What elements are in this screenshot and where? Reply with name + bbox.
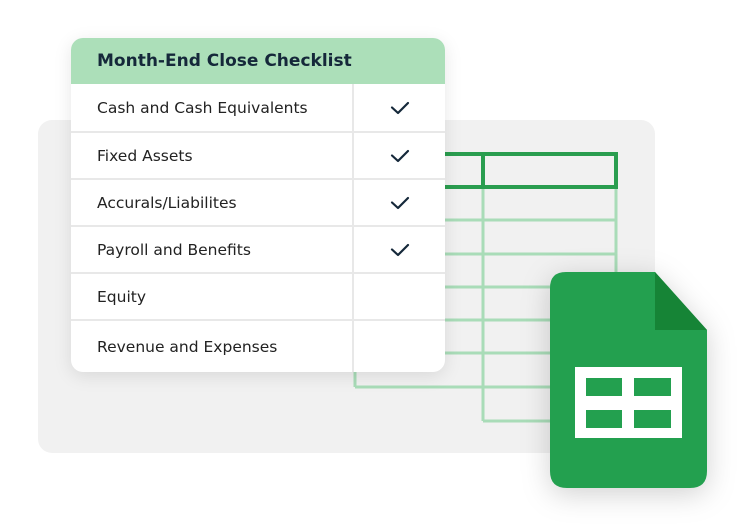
checklist-status-cell — [354, 180, 445, 225]
checklist-status-cell — [354, 133, 445, 178]
checklist-row: Cash and Cash Equivalents — [71, 84, 445, 131]
checklist-row: Fixed Assets — [71, 131, 445, 178]
checklist-title: Month-End Close Checklist — [71, 38, 445, 84]
checklist-card: Month-End Close Checklist Cash and Cash … — [71, 38, 445, 372]
checklist-status-cell — [354, 227, 445, 272]
checklist-row: Equity — [71, 272, 445, 319]
checklist-status-cell — [354, 321, 445, 372]
checkmark-icon — [390, 149, 409, 162]
checklist-row: Revenue and Expenses — [71, 319, 445, 372]
checklist-row: Payroll and Benefits — [71, 225, 445, 272]
google-sheets-icon — [550, 272, 707, 488]
checklist-item-label: Cash and Cash Equivalents — [71, 84, 354, 131]
checklist-item-label: Accurals/Liabilites — [71, 180, 354, 225]
checklist-item-label: Fixed Assets — [71, 133, 354, 178]
checklist-status-cell — [354, 84, 445, 131]
checklist-item-label: Equity — [71, 274, 354, 319]
checklist-row: Accurals/Liabilites — [71, 178, 445, 225]
checkmark-icon — [390, 243, 409, 256]
checkmark-icon — [390, 196, 409, 209]
checklist-status-cell — [354, 274, 445, 319]
checklist-item-label: Payroll and Benefits — [71, 227, 354, 272]
checkmark-icon — [390, 101, 409, 114]
checklist-item-label: Revenue and Expenses — [71, 321, 354, 372]
